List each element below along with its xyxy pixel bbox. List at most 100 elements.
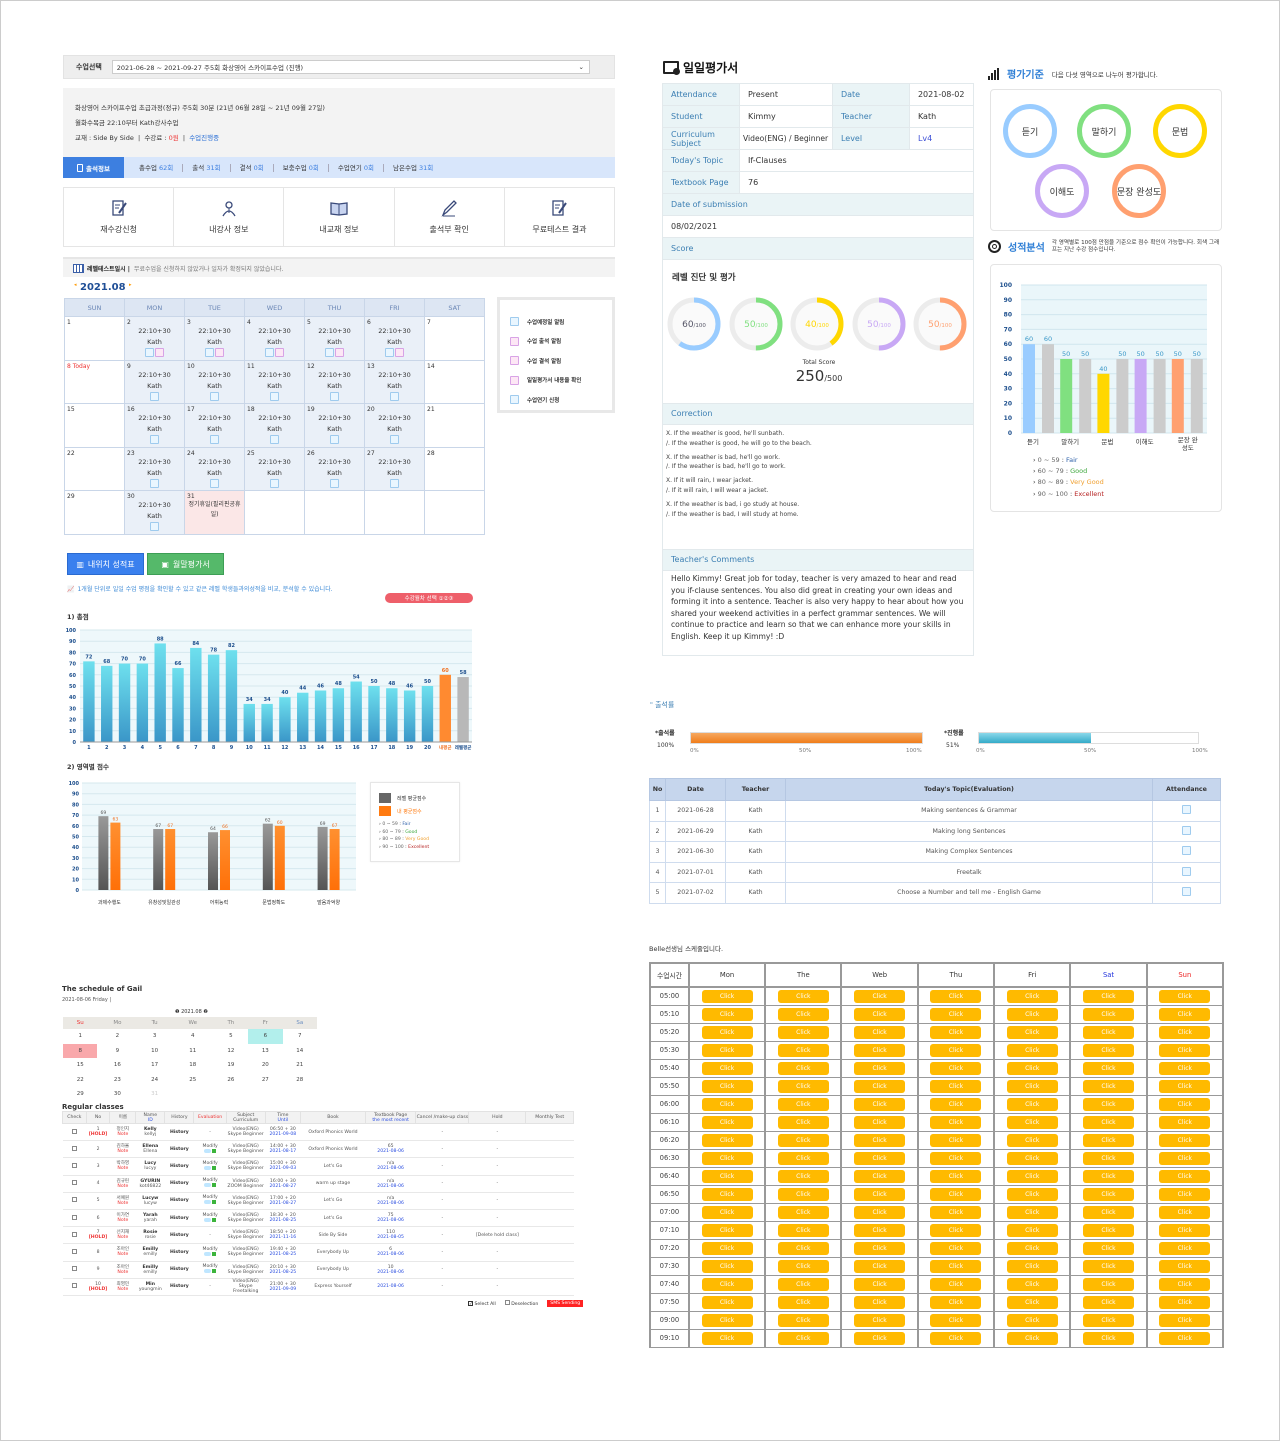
- click-button[interactable]: Click: [930, 1223, 982, 1237]
- attendance-icon[interactable]: [270, 435, 279, 444]
- history-link[interactable]: History: [170, 1163, 189, 1169]
- attendance-icon[interactable]: [1182, 825, 1191, 835]
- calendar-day[interactable]: 19 22:10+30 Kath: [304, 403, 365, 448]
- calendar-day[interactable]: 17: [151, 1062, 159, 1069]
- click-button[interactable]: Click: [854, 1295, 906, 1309]
- click-button[interactable]: Click: [930, 1043, 982, 1057]
- calendar-day[interactable]: 22: [64, 446, 125, 491]
- select-all-checkbox[interactable]: ✓ Select All: [468, 1300, 496, 1307]
- note-link[interactable]: Note: [117, 1200, 129, 1206]
- click-button[interactable]: Click: [1006, 1295, 1058, 1309]
- click-button[interactable]: Click: [701, 1277, 753, 1291]
- click-button[interactable]: Click: [854, 1331, 906, 1345]
- click-button[interactable]: Click: [701, 1043, 753, 1057]
- calendar-day[interactable]: 22: [76, 1076, 84, 1083]
- click-button[interactable]: Click: [854, 1277, 906, 1291]
- toggle-icon[interactable]: [204, 1251, 212, 1256]
- attendance-icon[interactable]: [1182, 805, 1191, 815]
- click-button[interactable]: Click: [1006, 1259, 1058, 1273]
- click-button[interactable]: Click: [701, 1205, 753, 1219]
- click-button[interactable]: Click: [777, 1097, 829, 1111]
- click-button[interactable]: Click: [1083, 1115, 1135, 1129]
- click-button[interactable]: Click: [1159, 1151, 1211, 1165]
- click-button[interactable]: Click: [701, 1097, 753, 1111]
- row-checkbox[interactable]: [71, 1283, 77, 1289]
- calendar-day[interactable]: 6 22:10+30 Kath: [364, 316, 425, 361]
- calendar-day[interactable]: 1: [78, 1033, 82, 1040]
- click-button[interactable]: Click: [777, 1259, 829, 1273]
- history-link[interactable]: History: [170, 1198, 189, 1204]
- click-button[interactable]: Click: [930, 1115, 982, 1129]
- click-button[interactable]: Click: [930, 989, 982, 1003]
- click-button[interactable]: Click: [1083, 1025, 1135, 1039]
- click-button[interactable]: Click: [854, 1169, 906, 1183]
- row-checkbox[interactable]: [71, 1145, 77, 1151]
- click-button[interactable]: Click: [777, 989, 829, 1003]
- attendance-icon[interactable]: [145, 348, 154, 357]
- click-button[interactable]: Click: [930, 1061, 982, 1075]
- click-button[interactable]: Click: [701, 1133, 753, 1147]
- attendance-icon[interactable]: [265, 348, 274, 357]
- click-button[interactable]: Click: [777, 1151, 829, 1165]
- calendar-day[interactable]: 9 22:10+30 Kath: [124, 359, 185, 404]
- row-checkbox[interactable]: [71, 1162, 77, 1168]
- toggle-icon[interactable]: [204, 1148, 212, 1153]
- calendar-day[interactable]: 16 22:10+30 Kath: [124, 403, 185, 448]
- click-button[interactable]: Click: [930, 1079, 982, 1093]
- click-button[interactable]: Click: [777, 1169, 829, 1183]
- click-button[interactable]: Click: [1083, 1259, 1135, 1273]
- evaluation-link[interactable]: Modify: [202, 1143, 218, 1149]
- save-icon[interactable]: [212, 1217, 217, 1222]
- click-button[interactable]: Click: [777, 1061, 829, 1075]
- click-button[interactable]: Click: [777, 1241, 829, 1255]
- click-button[interactable]: Click: [854, 1241, 906, 1255]
- click-button[interactable]: Click: [777, 1205, 829, 1219]
- click-button[interactable]: Click: [1083, 1295, 1135, 1309]
- report-card-button[interactable]: ▥ 내위치 성적표: [67, 553, 144, 575]
- click-button[interactable]: Click: [854, 1259, 906, 1273]
- calendar-day[interactable]: 23: [113, 1076, 121, 1083]
- calendar-day[interactable]: 10: [151, 1047, 159, 1054]
- calendar-day[interactable]: 24 22:10+30 Kath: [184, 446, 245, 491]
- click-button[interactable]: Click: [701, 1331, 753, 1345]
- click-button[interactable]: Click: [1006, 1331, 1058, 1345]
- click-button[interactable]: Click: [777, 1277, 829, 1291]
- attendance-icon[interactable]: [325, 348, 334, 357]
- history-link[interactable]: History: [170, 1249, 189, 1255]
- history-link[interactable]: History: [170, 1129, 189, 1135]
- click-button[interactable]: Click: [701, 1259, 753, 1273]
- history-link[interactable]: History: [170, 1181, 189, 1187]
- click-button[interactable]: Click: [854, 989, 906, 1003]
- calendar-day[interactable]: 30 22:10+30 Kath: [124, 490, 185, 535]
- calendar-day[interactable]: 28: [424, 446, 485, 491]
- click-button[interactable]: Click: [1083, 1079, 1135, 1093]
- click-button[interactable]: Click: [1006, 1043, 1058, 1057]
- click-button[interactable]: Click: [1006, 1079, 1058, 1093]
- click-button[interactable]: Click: [1006, 1007, 1058, 1021]
- calendar-day[interactable]: 13 22:10+30 Kath: [364, 359, 425, 404]
- click-button[interactable]: Click: [854, 1187, 906, 1201]
- calendar-day[interactable]: 23 22:10+30 Kath: [124, 446, 185, 491]
- calendar-day[interactable]: 8: [63, 1043, 98, 1058]
- calendar-day[interactable]: 4 22:10+30 Kath: [244, 316, 305, 361]
- click-button[interactable]: Click: [1083, 1133, 1135, 1147]
- click-button[interactable]: Click: [1083, 1151, 1135, 1165]
- calendar-day[interactable]: 12 22:10+30 Kath: [304, 359, 365, 404]
- toggle-icon[interactable]: [204, 1183, 212, 1188]
- calendar-day[interactable]: 15: [76, 1062, 84, 1069]
- click-button[interactable]: Click: [854, 1025, 906, 1039]
- click-button[interactable]: Click: [930, 1169, 982, 1183]
- attendance-icon[interactable]: [330, 478, 339, 488]
- click-button[interactable]: Click: [1159, 1187, 1211, 1201]
- click-button[interactable]: Click: [930, 1025, 982, 1039]
- row-checkbox[interactable]: [71, 1197, 77, 1203]
- click-button[interactable]: Click: [1083, 1097, 1135, 1111]
- click-button[interactable]: Click: [930, 1205, 982, 1219]
- calendar-day[interactable]: 31: [151, 1091, 159, 1098]
- click-button[interactable]: Click: [930, 1097, 982, 1111]
- calendar-day[interactable]: 19: [227, 1062, 235, 1069]
- attendance-icon[interactable]: [150, 478, 159, 488]
- attendance-icon[interactable]: [330, 435, 339, 444]
- click-button[interactable]: Click: [1159, 1133, 1211, 1147]
- click-button[interactable]: Click: [1006, 1151, 1058, 1165]
